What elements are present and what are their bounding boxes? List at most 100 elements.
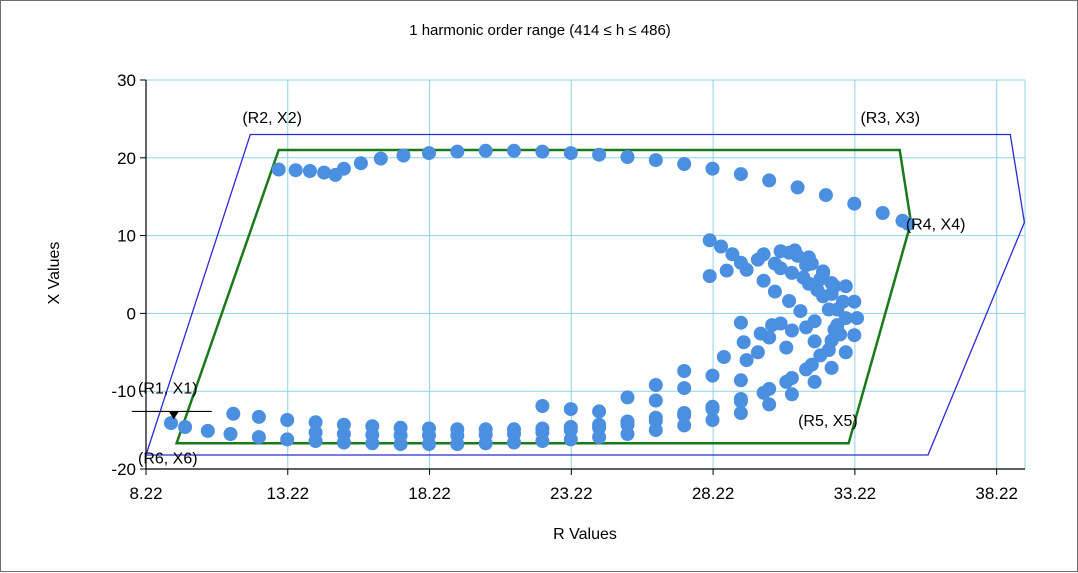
data-point xyxy=(563,146,578,161)
data-point xyxy=(773,244,788,259)
x-tick-label: 23.22 xyxy=(550,484,593,503)
data-point xyxy=(750,345,765,360)
data-point xyxy=(756,273,771,288)
data-point xyxy=(308,425,323,440)
x-tick-label: 18.22 xyxy=(408,484,451,503)
data-point xyxy=(719,263,734,278)
data-point xyxy=(779,340,794,355)
x-tick-label: 33.22 xyxy=(834,484,877,503)
data-point xyxy=(620,417,635,432)
data-point xyxy=(762,330,777,345)
point-annotation: (R6, X6) xyxy=(138,451,198,468)
data-point xyxy=(784,323,799,338)
x-tick-label: 28.22 xyxy=(692,484,735,503)
x-tick-label: 13.22 xyxy=(267,484,310,503)
inner-zone-polygon xyxy=(174,148,913,445)
data-point xyxy=(353,156,368,171)
data-point xyxy=(784,265,799,280)
data-point xyxy=(838,279,853,294)
data-point xyxy=(782,294,797,308)
data-point xyxy=(648,378,663,392)
data-point xyxy=(850,311,865,326)
y-tick-label: 30 xyxy=(117,71,136,90)
data-point xyxy=(507,427,521,441)
data-point xyxy=(767,284,782,299)
data-point xyxy=(762,173,777,188)
data-point xyxy=(705,402,720,417)
data-point xyxy=(824,360,839,375)
data-point xyxy=(773,261,788,276)
data-point xyxy=(875,206,890,220)
data-point xyxy=(824,333,839,348)
outer-zone-polygon xyxy=(145,133,1026,456)
y-tick-label: -20 xyxy=(111,460,136,479)
data-point xyxy=(821,302,836,317)
data-point xyxy=(705,413,720,427)
data-point xyxy=(507,143,521,158)
data-point xyxy=(620,150,635,164)
data-point xyxy=(422,146,436,161)
data-point xyxy=(790,180,805,195)
data-point xyxy=(563,402,578,417)
data-point xyxy=(847,328,862,343)
data-point xyxy=(450,144,465,159)
data-point xyxy=(336,161,351,176)
data-point xyxy=(478,143,493,158)
data-point xyxy=(365,427,380,442)
x-tick-label: 8.22 xyxy=(129,484,162,503)
grid-layer xyxy=(146,79,1026,469)
data-point xyxy=(733,167,748,182)
data-point xyxy=(336,427,351,441)
data-point xyxy=(648,153,663,168)
data-point xyxy=(280,413,295,427)
data-point xyxy=(756,385,771,400)
point-annotation: (R3, X3) xyxy=(860,110,920,127)
point-annotation: (R4, X4) xyxy=(906,216,966,233)
data-point xyxy=(592,147,607,162)
data-point xyxy=(563,423,578,438)
data-point xyxy=(677,381,692,396)
data-point xyxy=(702,233,717,248)
data-point xyxy=(739,262,754,277)
data-point xyxy=(178,420,193,434)
data-point xyxy=(251,430,266,445)
data-point xyxy=(677,408,692,423)
data-point xyxy=(592,420,607,435)
data-point xyxy=(804,256,819,271)
y-tick-label: 10 xyxy=(117,227,136,246)
data-point xyxy=(308,415,323,430)
y-tick-label: -10 xyxy=(111,382,136,401)
data-point xyxy=(799,362,814,377)
data-point xyxy=(393,428,408,443)
data-point xyxy=(251,409,266,424)
data-point xyxy=(813,348,828,363)
data-point xyxy=(271,162,286,177)
data-point xyxy=(739,353,754,368)
data-point xyxy=(317,165,332,180)
point-annotation: (R2, X2) xyxy=(242,110,302,127)
point-annotation: (R1, X1) xyxy=(138,381,198,398)
y-axis-label: X Values xyxy=(46,242,63,305)
data-point xyxy=(648,393,663,408)
data-point xyxy=(280,432,295,447)
data-point xyxy=(705,161,720,176)
data-point xyxy=(714,239,728,254)
data-point xyxy=(648,413,663,428)
data-point xyxy=(535,144,550,159)
annotation-layer: (R1, X1) (R2, X2) (R3, X3) (R4, X4) (R5, X5)… xyxy=(131,110,966,468)
data-point xyxy=(592,404,607,419)
data-point xyxy=(816,265,831,280)
data-point xyxy=(824,276,839,291)
polygon-layer xyxy=(145,133,1026,456)
data-point xyxy=(677,418,692,433)
data-point xyxy=(226,406,241,421)
data-point xyxy=(733,315,748,330)
data-point xyxy=(705,368,720,383)
data-point xyxy=(725,247,740,262)
data-point xyxy=(733,373,748,388)
data-point xyxy=(750,252,765,267)
data-point xyxy=(450,428,465,443)
data-point xyxy=(847,196,862,211)
